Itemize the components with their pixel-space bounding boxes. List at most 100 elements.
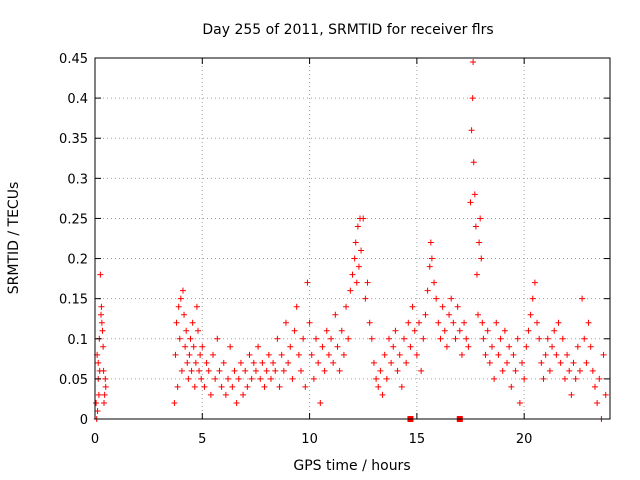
- data-point: [229, 383, 236, 390]
- y-tick-label: 0.2: [67, 253, 88, 268]
- data-point: [298, 367, 304, 374]
- data-point: [193, 303, 200, 310]
- data-point: [227, 343, 234, 350]
- data-point: [602, 391, 609, 398]
- data-point: [222, 391, 229, 398]
- data-point: [407, 343, 414, 350]
- data-point: [274, 335, 281, 342]
- data-point: [354, 223, 361, 230]
- y-tick-label: 0.15: [59, 293, 88, 308]
- data-point: [302, 383, 309, 390]
- data-point: [98, 303, 105, 310]
- data-point: [468, 127, 475, 134]
- data-point: [424, 287, 431, 294]
- data-point: [172, 351, 179, 358]
- data-point: [413, 351, 420, 358]
- data-point: [201, 383, 208, 390]
- data-point: [310, 375, 317, 382]
- data-point: [467, 199, 474, 206]
- data-point: [450, 319, 457, 326]
- data-point: [352, 239, 359, 246]
- data-point: [351, 255, 358, 262]
- y-tick-label: 0.4: [67, 92, 88, 107]
- data-point: [519, 359, 526, 366]
- data-point: [360, 215, 367, 222]
- data-point: [246, 351, 253, 358]
- axis-ticks: [94, 57, 610, 420]
- data-point: [95, 391, 102, 398]
- data-point: [225, 375, 232, 382]
- data-point: [585, 319, 592, 326]
- data-point: [343, 303, 350, 310]
- data-point: [482, 351, 489, 358]
- data-point: [435, 319, 442, 326]
- data-point: [448, 295, 455, 302]
- data-point: [493, 319, 500, 326]
- data-point: [186, 351, 193, 358]
- data-point: [272, 367, 279, 374]
- data-point: [568, 391, 575, 398]
- y-tick-label: 0.1: [67, 333, 88, 348]
- data-point: [572, 375, 579, 382]
- data-point: [479, 319, 486, 326]
- data-points: [93, 59, 609, 422]
- data-point: [472, 223, 479, 230]
- data-point: [510, 351, 517, 358]
- data-point: [265, 351, 272, 358]
- data-point: [456, 327, 463, 334]
- data-point: [368, 335, 375, 342]
- data-point: [486, 359, 493, 366]
- data-point: [280, 367, 287, 374]
- data-point: [411, 327, 418, 334]
- x-axis-label: GPS time / hours: [293, 458, 410, 474]
- data-point: [538, 359, 545, 366]
- data-point: [187, 335, 194, 342]
- data-point: [596, 375, 603, 382]
- data-point: [102, 375, 109, 382]
- y-tick-label: 0.3: [67, 172, 88, 187]
- data-point: [313, 335, 320, 342]
- y-tick-label: 0.05: [59, 373, 88, 388]
- data-point: [336, 367, 343, 374]
- data-point: [198, 375, 205, 382]
- data-point: [409, 303, 416, 310]
- data-point: [443, 343, 450, 350]
- data-point: [454, 303, 461, 310]
- x-tick-label: 10: [301, 432, 318, 447]
- data-point: [441, 327, 448, 334]
- y-tick-label: 0.35: [59, 132, 88, 147]
- data-point: [185, 375, 192, 382]
- data-point: [551, 327, 558, 334]
- grid-lines: [95, 58, 610, 419]
- data-point: [428, 255, 435, 262]
- data-point: [306, 319, 313, 326]
- data-point: [99, 327, 106, 334]
- data-point: [540, 375, 547, 382]
- data-point: [446, 311, 453, 318]
- x-tick-label: 0: [91, 432, 99, 447]
- data-point: [427, 239, 434, 246]
- data-point: [564, 351, 571, 358]
- data-point: [328, 335, 335, 342]
- data-point: [191, 383, 198, 390]
- data-point: [497, 335, 504, 342]
- data-point: [319, 343, 326, 350]
- data-point: [555, 319, 562, 326]
- data-point: [248, 375, 255, 382]
- data-point: [240, 391, 247, 398]
- data-point: [289, 375, 296, 382]
- data-point: [282, 319, 289, 326]
- data-point: [293, 303, 300, 310]
- data-point: [317, 399, 324, 406]
- data-point: [512, 367, 519, 374]
- data-point: [420, 335, 427, 342]
- data-point: [495, 351, 502, 358]
- data-point: [546, 367, 553, 374]
- data-point: [267, 375, 274, 382]
- data-point: [527, 311, 534, 318]
- data-point: [98, 319, 105, 326]
- data-point: [523, 343, 530, 350]
- data-point: [98, 311, 105, 318]
- data-point: [255, 343, 262, 350]
